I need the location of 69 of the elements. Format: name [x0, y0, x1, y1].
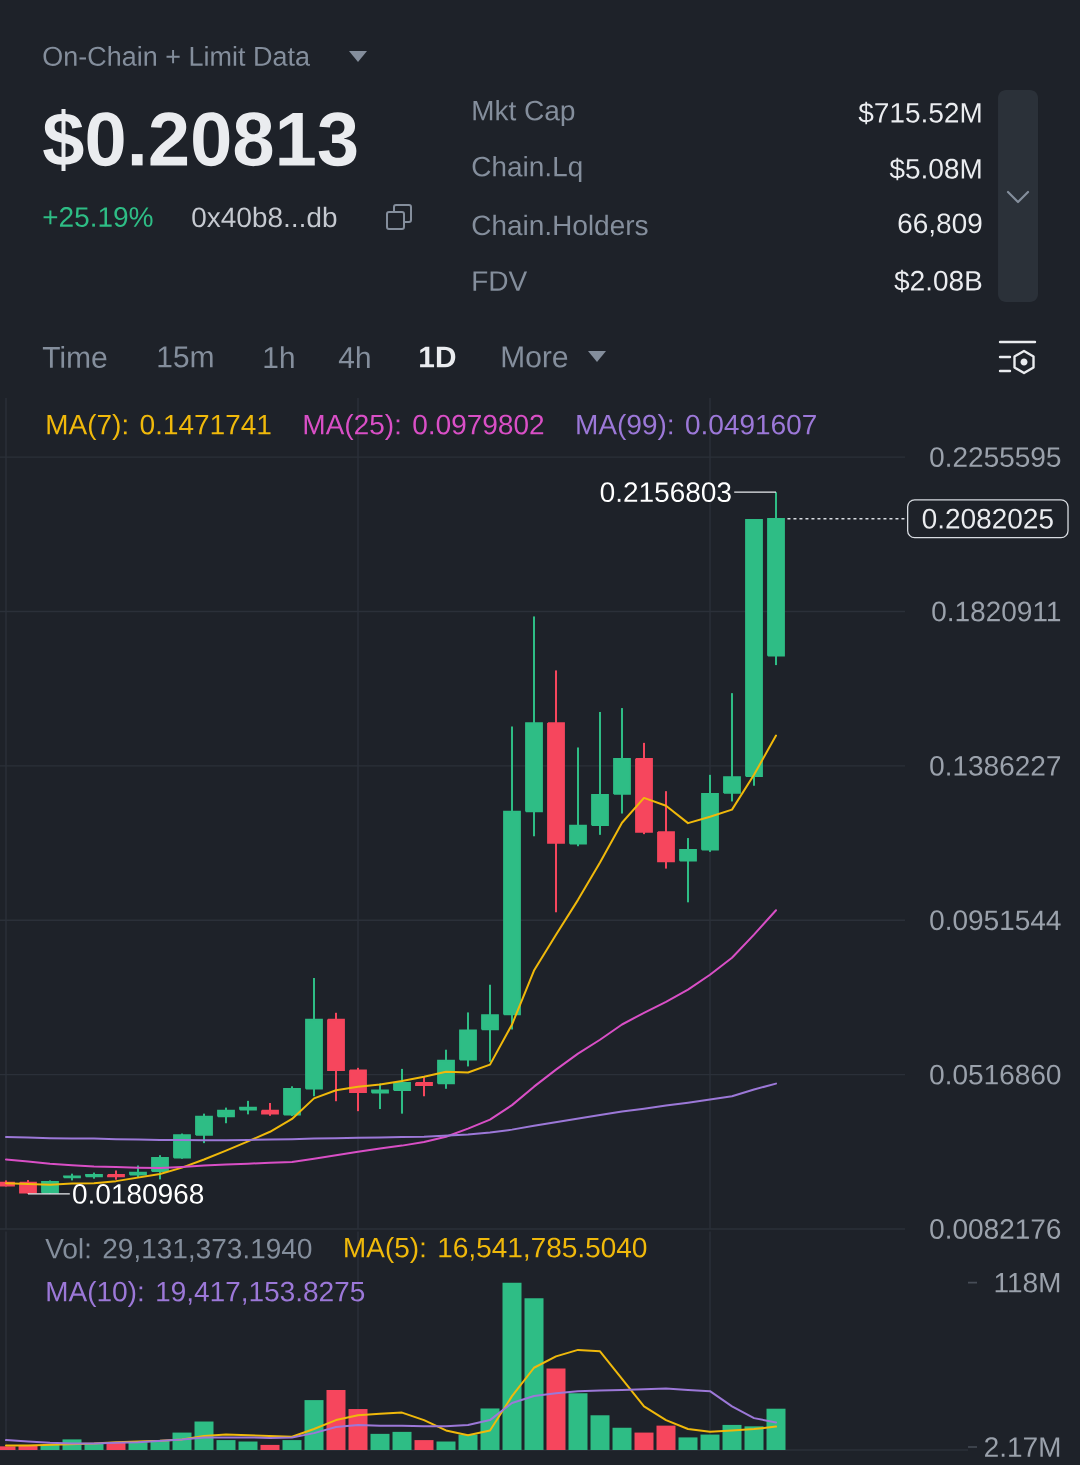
candlestick — [195, 1112, 213, 1145]
bar — [634, 1432, 654, 1451]
bar — [524, 1298, 544, 1451]
bar — [370, 1433, 390, 1451]
bar — [436, 1441, 456, 1451]
bar — [348, 1409, 368, 1451]
candlestick — [569, 746, 587, 848]
candlestick — [481, 983, 499, 1063]
bar — [546, 1368, 566, 1451]
annotation: 0.0180968 — [73, 1184, 204, 1204]
y-tick-label: 0.2255595 — [930, 447, 1061, 468]
text: $5.08M — [889, 157, 981, 181]
bar — [458, 1434, 478, 1451]
bar — [414, 1440, 434, 1451]
text: $2.08B — [894, 269, 982, 293]
bar — [656, 1425, 676, 1451]
text: Time — [42, 345, 107, 369]
bar — [282, 1440, 302, 1451]
text: MA(5): 16,541,785.5040 — [345, 1236, 647, 1264]
y-tick-label: 2.17M — [985, 1437, 1060, 1457]
text: 4h — [338, 346, 370, 368]
y-tick-label: 0.0951544 — [930, 910, 1061, 931]
text: 15m — [158, 346, 213, 368]
text: 66,809 — [898, 213, 982, 237]
ref-line-label: 0.2082025 — [922, 508, 1053, 529]
bar — [502, 1282, 522, 1451]
bar — [590, 1415, 610, 1451]
candlestick — [723, 692, 741, 803]
bar — [326, 1389, 346, 1451]
y-tick-label: 0.1820911 — [932, 601, 1061, 622]
bar — [744, 1426, 764, 1451]
text: FDV — [473, 271, 528, 291]
candlestick — [437, 1048, 455, 1090]
candlestick — [371, 1082, 389, 1111]
bar — [700, 1434, 720, 1451]
bar — [766, 1408, 786, 1451]
text: MA(99): 0.0491607 — [577, 413, 816, 441]
y-tick-label: 0.0082176 — [930, 1219, 1061, 1239]
text: 1D — [420, 346, 456, 368]
text: MA(7): 0.1471741 — [47, 413, 271, 441]
candlestick — [679, 837, 697, 904]
text: 1h — [264, 346, 294, 368]
y-tick-label: 0.1386227 — [930, 755, 1061, 776]
bar — [304, 1400, 324, 1451]
bar — [612, 1427, 632, 1451]
text: On-Chain + Limit Data — [43, 46, 311, 66]
text: Chain.Lq — [472, 155, 582, 183]
candlestick — [349, 1066, 367, 1113]
y-tick-label: 0.0516860 — [930, 1064, 1061, 1085]
text: $0.20813 — [43, 108, 357, 172]
candlestick — [393, 1067, 411, 1115]
bar — [568, 1393, 588, 1451]
bar — [260, 1444, 280, 1451]
y-tick-label: 118M — [995, 1272, 1060, 1293]
text: 0x40b8...db — [192, 206, 337, 228]
text: $715.52M — [858, 101, 981, 125]
text: Chain.Holders — [472, 214, 648, 236]
annotation: 0.2156803 — [600, 482, 731, 503]
text: More — [502, 346, 568, 368]
text: MA(10): 19,417,153.8275 — [47, 1280, 365, 1308]
bar — [722, 1424, 742, 1451]
text: +25.19% — [43, 207, 153, 227]
bar — [678, 1437, 698, 1451]
text: Mkt Cap — [473, 99, 575, 127]
candlestick — [415, 1076, 433, 1098]
text: MA(25): 0.0979802 — [304, 413, 544, 441]
bar — [216, 1440, 236, 1451]
annotation: Vol: 29,131,373.1940 — [45, 1238, 312, 1262]
bar — [392, 1431, 412, 1451]
